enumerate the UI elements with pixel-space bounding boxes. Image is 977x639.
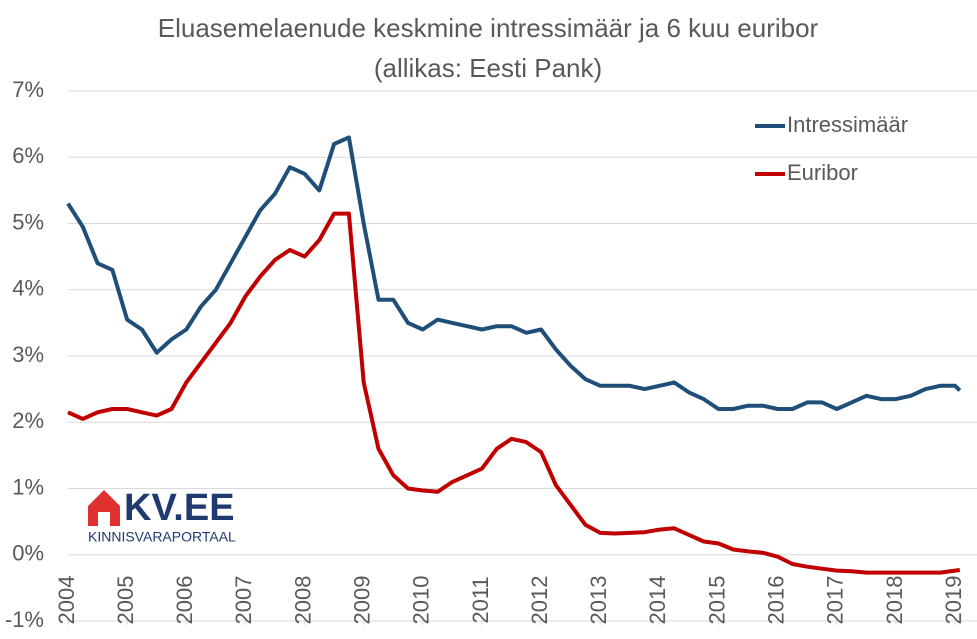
x-tick-label: 2009 (350, 576, 375, 625)
x-tick-label: 2015 (704, 576, 729, 625)
logo-name: KV.EE (124, 487, 235, 529)
series-line (66, 135, 962, 411)
x-tick-label: 2011 (468, 576, 493, 623)
x-tick-label: 2019 (941, 576, 966, 625)
logo: KV.EE KINNISVARAPORTAAL (88, 487, 236, 545)
x-tick-label: 2014 (645, 576, 670, 625)
y-tick-label: 3% (12, 342, 44, 367)
y-tick-label: -1% (5, 607, 44, 632)
x-tick-label: 2013 (586, 576, 611, 625)
logo-tagline: KINNISVARAPORTAAL (88, 529, 236, 545)
y-tick-label: 0% (12, 541, 44, 566)
y-tick-label: 2% (12, 408, 44, 433)
x-tick-label: 2006 (172, 576, 197, 625)
y-tick-label: 5% (12, 209, 44, 234)
legend-label: Intressimäär (787, 112, 908, 137)
chart-title: Eluasemelaenude keskmine intressimäär ja… (158, 13, 819, 43)
y-tick-label: 4% (12, 276, 44, 301)
y-tick-label: 1% (12, 474, 44, 499)
logo-icon (88, 490, 120, 526)
x-tick-label: 2004 (54, 576, 79, 625)
y-tick-label: 7% (12, 77, 44, 102)
x-tick-label: 2005 (113, 576, 138, 625)
x-tick-label: 2012 (527, 576, 552, 625)
x-tick-label: 2018 (882, 576, 907, 625)
chart-subtitle: (allikas: Eesti Pank) (374, 53, 602, 83)
series-line (67, 211, 961, 575)
x-tick-label: 2007 (231, 576, 256, 625)
legend-label: Euribor (787, 160, 858, 185)
x-tick-label: 2017 (823, 576, 848, 625)
x-tick-label: 2010 (409, 576, 434, 625)
y-tick-label: 6% (12, 143, 44, 168)
x-tick-label: 2016 (763, 576, 788, 625)
x-tick-label: 2008 (290, 576, 315, 625)
